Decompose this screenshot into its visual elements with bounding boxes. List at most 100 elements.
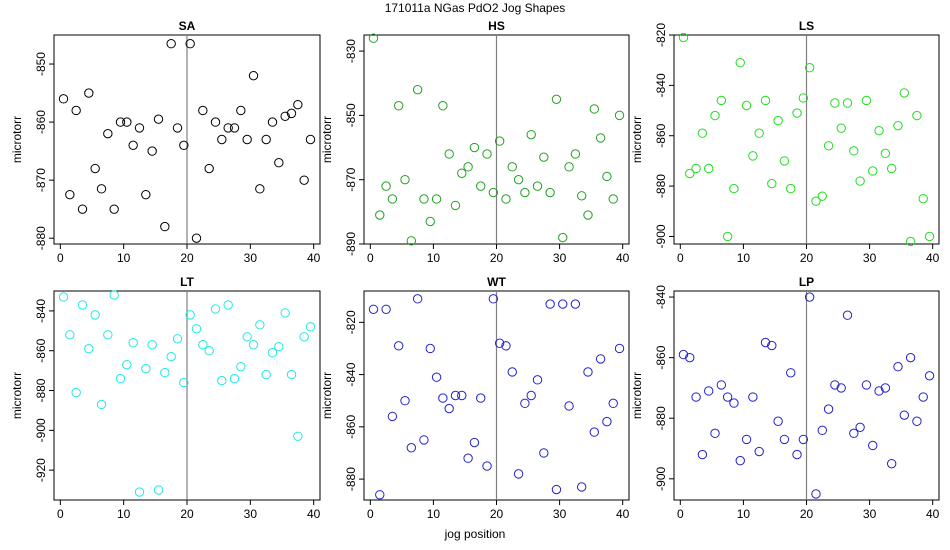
y-tick-label: -870 — [34, 168, 48, 192]
data-point — [798, 434, 809, 445]
data-point — [299, 175, 309, 185]
data-point — [488, 294, 499, 304]
data-point — [90, 310, 100, 320]
data-point — [381, 181, 391, 191]
data-point — [779, 434, 790, 445]
data-point — [172, 334, 183, 344]
data-point — [830, 98, 840, 108]
data-point — [248, 340, 259, 350]
data-point — [394, 101, 404, 111]
data-point — [526, 390, 536, 401]
data-point — [482, 149, 492, 159]
data-point — [204, 163, 214, 174]
data-point — [450, 200, 461, 211]
data-point — [425, 343, 435, 354]
data-point — [741, 434, 752, 445]
y-tick-label: -860 — [344, 415, 358, 439]
data-point — [748, 151, 758, 161]
data-point — [77, 204, 88, 214]
data-point — [823, 404, 834, 414]
x-tick-label: 40 — [616, 507, 630, 521]
panel-ls: LS 0 10 20 30 40 -900 -880 -860 -840 -820 microtorr — [630, 19, 940, 265]
x-tick-label: 0 — [367, 507, 374, 521]
data-point — [545, 299, 555, 309]
data-point — [261, 134, 271, 145]
y-tick-label: -900 — [654, 224, 668, 248]
x-tick-label: 20 — [800, 507, 814, 521]
y-tick-label: -850 — [34, 52, 48, 76]
x-tick-label: 10 — [427, 507, 441, 521]
data-point — [267, 117, 278, 127]
data-point — [893, 362, 903, 372]
y-axis-label: microtorr — [630, 372, 644, 419]
data-point — [551, 94, 562, 105]
data-point — [381, 304, 391, 314]
data-point — [153, 485, 164, 495]
data-point — [716, 380, 727, 390]
data-point — [704, 386, 714, 396]
x-tick-label: 20 — [800, 251, 814, 265]
y-tick-label: -880 — [34, 378, 48, 402]
data-point — [236, 105, 246, 116]
data-point — [128, 338, 138, 348]
data-point — [261, 369, 271, 380]
data-point — [576, 191, 587, 201]
data-point — [274, 158, 284, 168]
data-point — [918, 392, 928, 402]
panel-title: LS — [799, 19, 814, 33]
data-point — [248, 70, 259, 81]
data-point — [141, 189, 151, 200]
data-point — [286, 369, 297, 380]
data-point — [457, 168, 467, 178]
data-point — [406, 443, 417, 453]
data-point — [431, 194, 442, 204]
data-point — [387, 411, 398, 422]
data-point — [836, 123, 846, 133]
data-point — [160, 367, 170, 378]
data-point — [147, 340, 157, 350]
y-tick-label: -860 — [654, 345, 668, 369]
x-tick-label: 20 — [180, 507, 194, 521]
data-point — [589, 104, 599, 114]
data-point — [602, 171, 612, 182]
data-point — [210, 117, 221, 127]
data-point — [842, 98, 853, 108]
data-point — [400, 396, 410, 406]
data-point — [463, 162, 473, 172]
data-point — [160, 221, 170, 232]
data-point — [400, 174, 410, 185]
x-tick-label: 20 — [180, 251, 194, 265]
x-tick-label: 20 — [490, 251, 504, 265]
x-tick-label: 10 — [737, 251, 751, 265]
x-tick-label: 30 — [553, 507, 567, 521]
data-point — [880, 383, 891, 393]
data-point — [798, 93, 809, 103]
data-point — [849, 146, 859, 156]
data-point — [84, 344, 94, 354]
x-tick-label: 0 — [57, 507, 64, 521]
data-point — [868, 440, 878, 451]
panel-title: WT — [487, 275, 506, 289]
data-point — [147, 146, 157, 156]
data-point — [773, 115, 783, 126]
data-point — [368, 304, 379, 314]
data-point — [293, 431, 303, 442]
data-point — [912, 416, 922, 426]
y-tick-label: -880 — [34, 226, 48, 250]
data-point — [924, 371, 935, 381]
data-point — [716, 95, 727, 106]
y-tick-label: -840 — [654, 285, 668, 309]
x-tick-label: 30 — [244, 251, 258, 265]
data-point — [128, 140, 138, 151]
data-point — [792, 449, 802, 460]
data-point — [115, 373, 126, 384]
data-point — [412, 294, 423, 304]
data-point — [185, 39, 195, 49]
y-tick-label: -860 — [34, 110, 48, 134]
x-axis-label: jog position — [444, 527, 506, 541]
y-tick-label: -920 — [34, 458, 48, 482]
data-point — [691, 163, 701, 174]
data-point — [608, 194, 618, 204]
data-point — [786, 368, 796, 378]
data-point — [614, 343, 625, 354]
